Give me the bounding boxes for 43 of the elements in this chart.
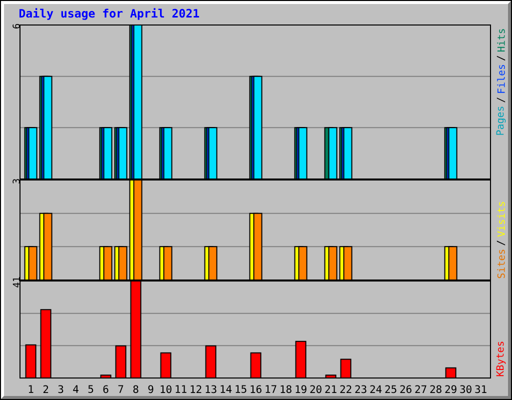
x-tick-label: 15 <box>236 385 246 393</box>
x-tick-label: 14 <box>220 385 232 393</box>
x-tick-label: 20 <box>310 385 322 394</box>
y-tick-label: 6 <box>12 24 20 28</box>
text: / <box>496 98 506 102</box>
text: Visits <box>497 202 505 237</box>
x-tick-label: 31 <box>475 385 486 394</box>
chart-title: Daily usage for April 2021 <box>19 8 200 20</box>
x-tick-label: 4 <box>73 385 78 393</box>
text: Files <box>497 64 505 93</box>
x-tick-label: 23 <box>355 385 366 394</box>
text: KBytes <box>496 342 506 376</box>
x-tick-label: 3 <box>58 385 64 394</box>
x-tick-label: 12 <box>190 385 202 393</box>
x-tick-label: 25 <box>385 385 396 394</box>
x-tick-label: 18 <box>280 385 292 394</box>
x-tick-label: 6 <box>103 385 108 394</box>
x-tick-label: 22 <box>340 385 352 393</box>
x-tick-label: 28 <box>430 385 442 394</box>
x-tick-label: 2 <box>43 385 48 393</box>
x-tick-label: 21 <box>325 385 336 393</box>
x-tick-label: 17 <box>266 385 276 393</box>
x-tick-label: 24 <box>370 385 382 393</box>
x-tick-label: 30 <box>460 385 472 394</box>
x-tick-label: 27 <box>415 385 426 393</box>
x-tick-label: 8 <box>133 385 138 394</box>
text: Hits <box>497 29 505 52</box>
text: Sites <box>497 250 505 278</box>
x-tick-label: 29 <box>445 385 456 394</box>
x-tick-label: 9 <box>148 385 154 394</box>
x-tick-label: 13 <box>206 385 216 394</box>
x-tick-label: 11 <box>176 385 186 393</box>
text: Pages <box>496 106 506 135</box>
x-tick-label: 19 <box>296 385 306 394</box>
x-tick-label: 16 <box>250 385 262 394</box>
text: / <box>496 56 506 61</box>
x-tick-label: 5 <box>88 385 94 393</box>
y-tick-label: 3 <box>12 179 20 184</box>
x-tick-label: 26 <box>400 385 412 394</box>
x-tick-label: 1 <box>28 385 34 393</box>
x-tick-label: 7 <box>118 385 124 393</box>
text: / <box>496 240 506 246</box>
x-tick-label: 10 <box>160 385 172 394</box>
